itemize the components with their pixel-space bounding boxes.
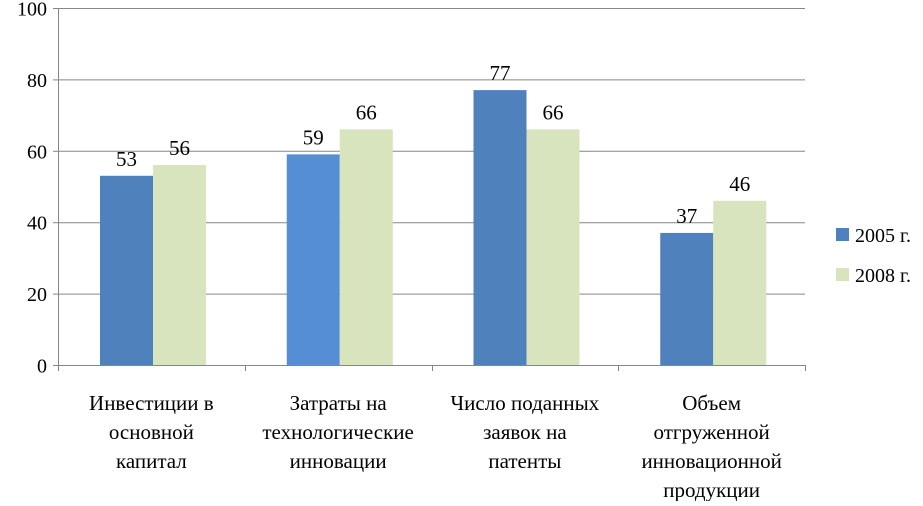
x-category-label: Затраты на — [290, 391, 388, 415]
y-tick-label: 20 — [27, 284, 47, 306]
y-tick-label: 100 — [17, 0, 47, 21]
bar-2008-0 — [153, 165, 206, 365]
bar-2005-3 — [660, 232, 714, 365]
x-category-label: технологические — [262, 420, 414, 444]
x-category-label: заявок на — [483, 420, 567, 444]
data-label: 56 — [169, 136, 190, 160]
bar-2008-2 — [526, 129, 580, 365]
x-category-label: капитал — [116, 449, 187, 473]
x-category-label: основной — [109, 420, 194, 444]
legend-label: 2008 г. — [855, 265, 911, 287]
data-label: 66 — [356, 100, 377, 124]
x-category-label: патенты — [488, 449, 561, 473]
y-tick-label: 80 — [27, 70, 47, 92]
data-label: 77 — [490, 61, 511, 85]
x-category-label: Объем — [682, 391, 741, 415]
data-label: 53 — [116, 147, 137, 171]
bar-2005-2 — [473, 90, 527, 366]
data-label: 46 — [729, 172, 750, 196]
data-label: 37 — [676, 204, 697, 228]
legend-swatch — [836, 228, 849, 241]
data-label: 66 — [543, 100, 564, 124]
legend-swatch — [836, 268, 849, 281]
x-category-label: инновации — [290, 449, 387, 473]
legend-label: 2005 г. — [855, 225, 911, 247]
bar-2005-1 — [286, 154, 340, 365]
x-category-label: отгруженной — [654, 420, 770, 444]
x-category-label: продукции — [663, 478, 760, 501]
y-tick-label: 0 — [37, 356, 47, 378]
x-category-label: инновационной — [641, 449, 781, 473]
data-label: 59 — [303, 125, 324, 149]
bar-2008-1 — [339, 129, 393, 365]
x-category-label: Число поданных — [451, 391, 600, 415]
y-tick-label: 60 — [27, 141, 47, 163]
bar-2005-0 — [100, 175, 153, 365]
x-category-label: Инвестиции в — [89, 391, 214, 415]
y-tick-label: 40 — [27, 213, 47, 235]
bar-2008-3 — [713, 200, 767, 365]
